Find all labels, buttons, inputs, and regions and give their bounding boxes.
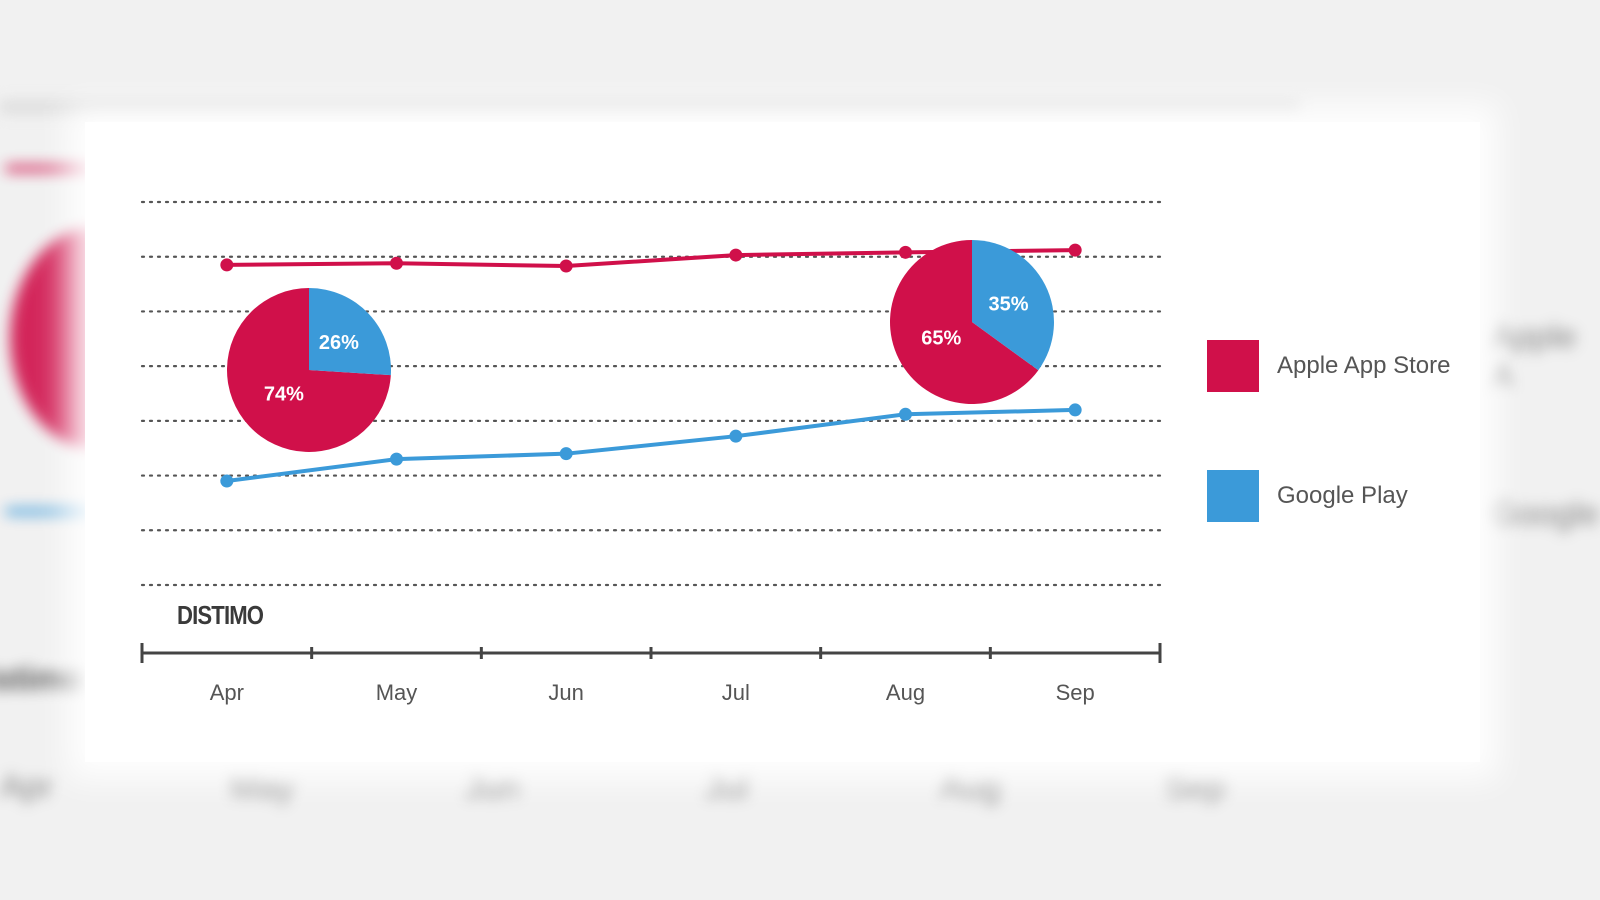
pie-0-slice-google xyxy=(309,288,391,376)
legend-label-google: Google Play xyxy=(1277,482,1408,509)
pie-1-slice-apple xyxy=(889,240,1039,404)
point-apple-may xyxy=(390,256,403,270)
point-apple-jul xyxy=(729,248,743,262)
bg-google-line xyxy=(5,508,95,515)
bg-side-right-bottom-label: Google xyxy=(1490,495,1600,533)
bg-month-apr: Apr xyxy=(0,768,53,806)
pie-0-label-apple: 74% xyxy=(264,384,304,406)
bg-top-bar xyxy=(0,100,1300,114)
pie-0-label-google: 26% xyxy=(319,332,359,354)
x-tick-label-may: May xyxy=(376,680,418,705)
bg-month-jun: Jun xyxy=(465,768,520,806)
point-google-jul xyxy=(729,429,743,443)
series-line-google xyxy=(226,407,1076,484)
legend-item-google: Google Play xyxy=(1207,470,1408,522)
point-apple-jun xyxy=(559,259,573,273)
point-google-may xyxy=(390,452,403,466)
x-tick-label-jul: Jul xyxy=(722,680,750,705)
legend-swatch-apple xyxy=(1207,340,1259,392)
bg-month-jul: Jul xyxy=(705,768,749,806)
legend-swatch-google xyxy=(1207,470,1259,522)
legend-label-apple: Apple App Store xyxy=(1277,352,1451,379)
bg-side-right-top-label: Apple A xyxy=(1490,318,1577,395)
point-google-aug xyxy=(899,407,912,421)
pie-0-slice-apple xyxy=(226,288,391,452)
bg-apple-line xyxy=(5,165,95,172)
bg-month-sep: Sep xyxy=(1165,768,1226,806)
bg-month-aug: Aug xyxy=(940,768,1001,806)
bg-month-may: May xyxy=(230,768,295,806)
line-chart: 74% 26% 65% 35% Apr May Jun Jul Aug Sep xyxy=(140,200,1162,705)
x-tick-label-sep: Sep xyxy=(1056,680,1095,705)
point-google-sep xyxy=(1068,403,1082,417)
x-tick-label-aug: Aug xyxy=(886,680,925,705)
point-google-jun xyxy=(559,447,573,461)
pie-1-label-google: 35% xyxy=(989,293,1029,315)
point-apple-sep xyxy=(1068,243,1082,257)
x-tick-label-jun: Jun xyxy=(548,680,583,705)
bg-side-left-label: Distimo xyxy=(0,660,85,698)
legend-item-apple: Apple App Store xyxy=(1207,340,1450,392)
distimo-logo: DISTIMO xyxy=(177,600,264,630)
pie-1-slice-google xyxy=(972,240,1054,371)
x-tick-label-apr: Apr xyxy=(210,680,244,705)
point-apple-aug xyxy=(899,245,912,259)
point-apple-apr xyxy=(220,258,234,272)
pie-1-label-apple: 65% xyxy=(921,328,961,350)
point-google-apr xyxy=(220,474,234,488)
chart-card: 74% 26% 65% 35% Apr May Jun Jul Aug Sep DISTIMO A… xyxy=(85,122,1480,762)
